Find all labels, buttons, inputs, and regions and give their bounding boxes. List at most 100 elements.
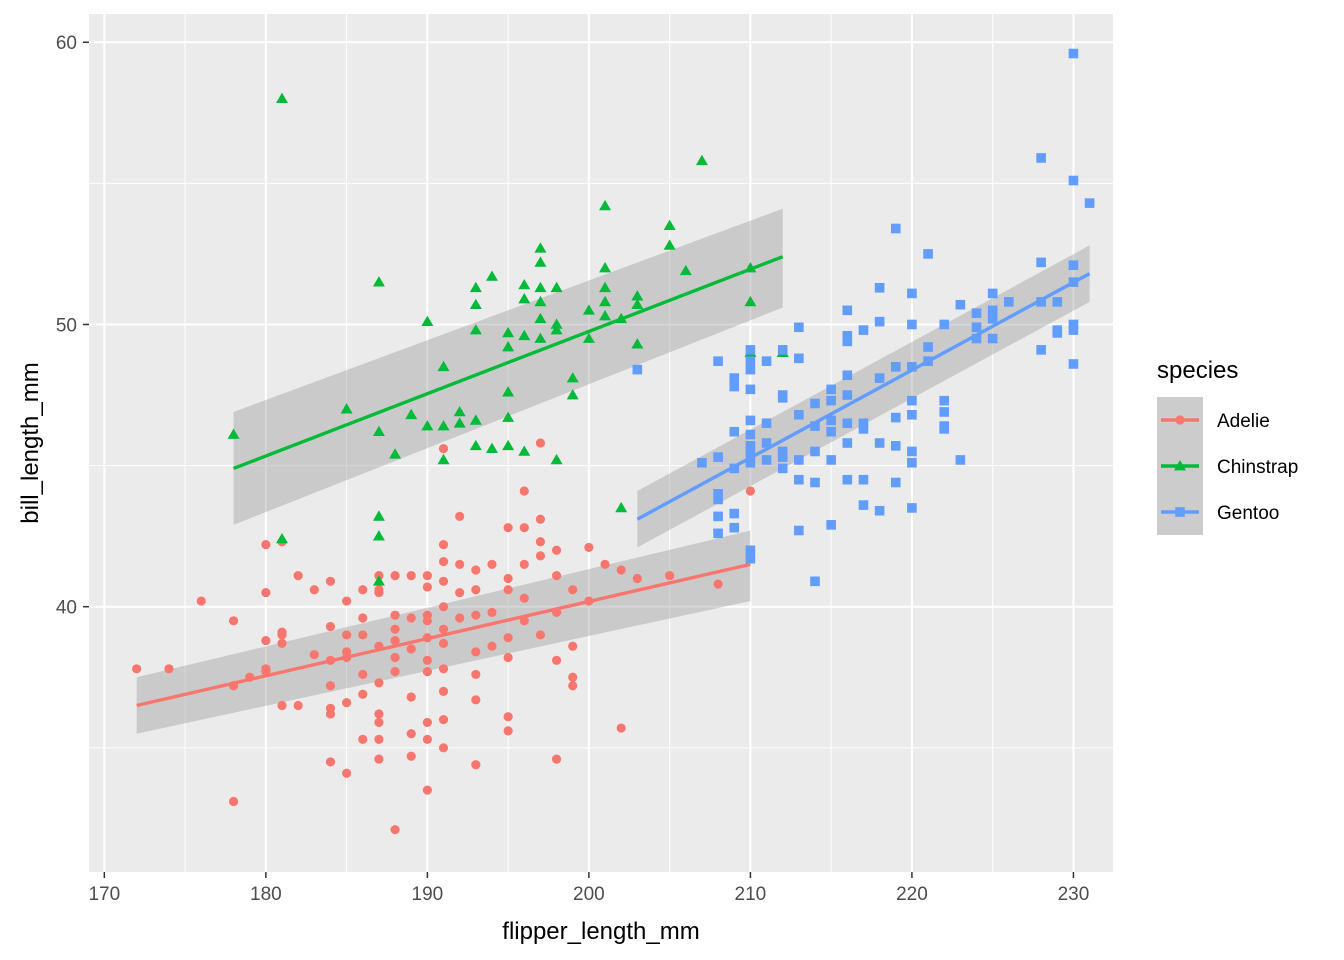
adelie-point — [519, 559, 529, 569]
adelie-point — [309, 650, 319, 660]
adelie-point — [228, 616, 239, 626]
gentoo-point — [987, 305, 998, 316]
gentoo-point — [939, 407, 950, 417]
adelie-point — [471, 565, 481, 575]
adelie-point — [503, 633, 513, 643]
chinstrap-point — [534, 242, 547, 253]
gentoo-point — [907, 446, 917, 457]
adelie-point — [616, 565, 626, 575]
adelie-point — [535, 537, 546, 547]
gentoo-point — [858, 418, 869, 429]
gentoo-point — [810, 576, 820, 587]
chinstrap-point — [550, 453, 563, 465]
adelie-point — [503, 652, 513, 663]
adelie-point — [568, 585, 578, 595]
y-axis-title: bill_length_mm — [17, 362, 44, 523]
gentoo-point — [842, 305, 853, 316]
chinstrap-point — [550, 318, 563, 329]
adelie-point — [374, 585, 384, 595]
gentoo-point — [890, 361, 901, 372]
gentoo-point — [1068, 325, 1079, 335]
chinstrap-point — [534, 312, 547, 324]
gentoo-point — [971, 322, 982, 333]
gentoo-point — [842, 390, 853, 400]
gentoo-point — [745, 429, 756, 440]
adelie-point — [422, 655, 432, 665]
gentoo-point — [745, 345, 756, 355]
x-axis-title: flipper_length_mm — [502, 918, 699, 945]
chinstrap-point — [372, 425, 385, 437]
legend-item-adelie: Adelie — [1157, 397, 1270, 443]
gentoo-point — [907, 395, 917, 406]
gentoo-point — [907, 503, 917, 513]
gentoo-point — [907, 288, 917, 299]
adelie-point — [325, 703, 336, 713]
gentoo-point — [745, 384, 756, 395]
adelie-point — [616, 723, 626, 733]
gentoo-point — [713, 494, 723, 505]
chinstrap-point — [582, 332, 595, 343]
adelie-point — [745, 486, 756, 496]
adelie-point — [503, 523, 513, 533]
chinstrap-point — [615, 501, 628, 513]
adelie-point — [374, 678, 384, 688]
adelie-point — [422, 734, 432, 744]
chinstrap-point — [534, 295, 547, 307]
gentoo-point — [826, 415, 836, 426]
gentoo-point — [794, 409, 804, 420]
adelie-point — [390, 635, 400, 646]
gentoo-point — [858, 424, 869, 434]
gentoo-point — [826, 520, 836, 530]
chinstrap-point — [276, 92, 289, 103]
gentoo-point — [874, 438, 885, 448]
adelie-point — [406, 644, 416, 654]
chinstrap-point — [679, 264, 692, 276]
adelie-point — [471, 669, 481, 680]
gentoo-point — [939, 319, 950, 330]
chinstrap-point — [421, 420, 434, 431]
gentoo-point — [923, 249, 933, 259]
gentoo-point — [907, 409, 917, 420]
adelie-point — [519, 593, 529, 603]
adelie-point — [342, 768, 352, 778]
plot-panel — [89, 14, 1113, 872]
chinstrap-point — [389, 448, 402, 459]
adelie-point — [261, 635, 271, 646]
gentoo-point — [794, 322, 804, 333]
gentoo-point — [874, 316, 885, 327]
adelie-point — [261, 540, 271, 550]
adelie-point — [422, 717, 432, 728]
chinstrap-point — [566, 372, 579, 383]
chinstrap-point — [405, 408, 418, 420]
adelie-point — [438, 743, 449, 753]
adelie-point — [325, 681, 336, 691]
y-axis: 40 50 60 — [56, 33, 89, 619]
gentoo-point — [874, 505, 885, 516]
gentoo-point — [1052, 328, 1063, 338]
gentoo-point — [971, 308, 982, 318]
adelie-point — [277, 638, 287, 648]
adelie-point — [406, 692, 416, 702]
adelie-point — [471, 760, 481, 770]
gentoo-point — [1036, 345, 1046, 355]
legend-item-gentoo: Gentoo — [1157, 489, 1279, 535]
gentoo-point — [1004, 297, 1014, 307]
adelie-point — [132, 664, 142, 674]
chinstrap-point — [469, 281, 482, 293]
gentoo-point — [745, 415, 756, 426]
adelie-point — [519, 523, 529, 533]
gentoo-point — [826, 395, 836, 406]
adelie-point — [438, 556, 449, 567]
adelie-point — [358, 689, 368, 699]
chinstrap-point — [566, 389, 579, 400]
x-tick-label: 230 — [1058, 884, 1090, 905]
gentoo-point — [761, 455, 772, 465]
chinstrap-point — [518, 278, 531, 290]
gentoo-point — [810, 446, 820, 457]
adelie-point — [551, 655, 562, 665]
gentoo-point — [713, 452, 723, 462]
chinstrap-point — [469, 298, 482, 310]
x-axis: 170 180 190 200 210 220 230 — [88, 872, 1089, 905]
gentoo-point — [761, 418, 772, 429]
x-tick-label: 210 — [735, 884, 767, 905]
